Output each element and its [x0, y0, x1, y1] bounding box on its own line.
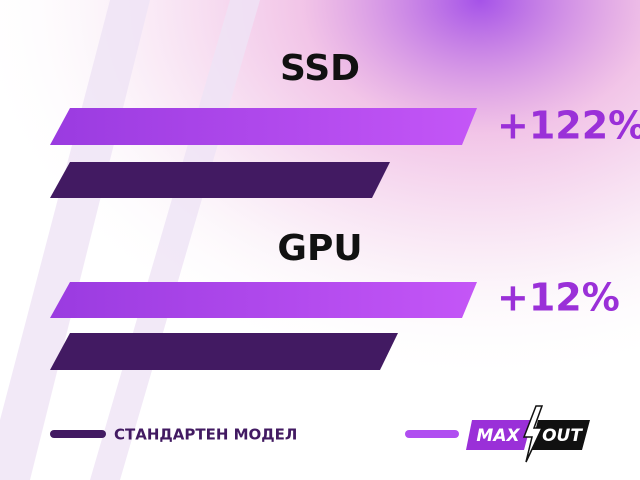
- group-title: SSD: [280, 48, 360, 89]
- logo-left: [466, 420, 532, 450]
- group-title: GPU: [277, 228, 362, 269]
- gain-label: +122%: [497, 104, 640, 148]
- logo-bolt: [522, 405, 544, 463]
- legend-label: СТАНДАРТЕН МОДЕЛ: [114, 426, 297, 444]
- logo-right: [530, 420, 590, 450]
- max-out-bar: [50, 282, 477, 318]
- gain-label: +12%: [497, 276, 620, 320]
- standard-bar: [50, 333, 398, 370]
- standard-bar: [50, 162, 390, 198]
- max-out-bar: [50, 108, 477, 145]
- logo-text: MAX: [476, 426, 520, 446]
- logo-text: OUT: [542, 426, 583, 446]
